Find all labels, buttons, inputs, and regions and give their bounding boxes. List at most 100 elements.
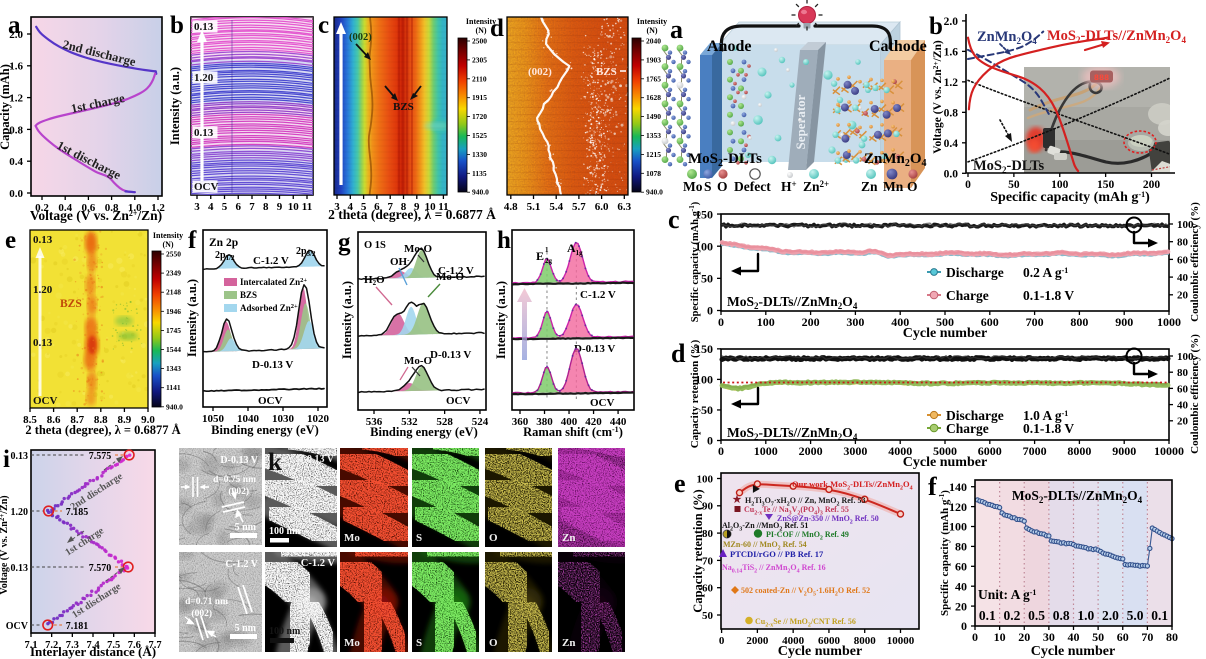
svg-text:100: 100: [1051, 179, 1069, 191]
svg-text:20: 20: [1018, 630, 1030, 644]
svg-text:150: 150: [695, 207, 713, 221]
svg-text:0.0: 0.0: [944, 168, 959, 180]
svg-text:3: 3: [194, 201, 200, 213]
svg-text:Al2O3-Zn //MnO2 Ref. 51: Al2O3-Zn //MnO2 Ref. 51: [722, 521, 808, 533]
svg-text:Na0.14TiS2 // ZnMn2O4 Ref. 16: Na0.14TiS2 // ZnMn2O4 Ref. 16: [722, 563, 826, 575]
svg-text:9000: 9000: [1112, 444, 1136, 458]
svg-text:O: O: [489, 532, 498, 544]
svg-text:1490: 1490: [646, 112, 661, 121]
svg-text:(002): (002): [228, 486, 249, 497]
svg-text:10: 10: [994, 630, 1006, 644]
svg-text:1.2: 1.2: [944, 77, 959, 89]
svg-text:MoS2-DLTs//ZnMn2O4: MoS2-DLTs//ZnMn2O4: [727, 425, 858, 442]
svg-text:D-0.13 V: D-0.13 V: [296, 454, 334, 465]
svg-text:O 1S: O 1S: [364, 240, 386, 251]
svg-text:8.7: 8.7: [70, 414, 84, 426]
svg-text:11: 11: [438, 201, 448, 213]
svg-text:6: 6: [236, 201, 242, 213]
svg-text:900: 900: [1115, 315, 1133, 329]
svg-text:9.0: 9.0: [141, 414, 155, 426]
svg-text:(002): (002): [528, 66, 552, 78]
svg-text:4000: 4000: [782, 635, 805, 647]
svg-text:20: 20: [1177, 416, 1189, 428]
svg-text:200: 200: [802, 315, 820, 329]
svg-text:Unit: A g-1: Unit: A g-1: [978, 587, 1036, 602]
svg-text:8: 8: [263, 201, 269, 213]
svg-text:Capacity retention (%): Capacity retention (%): [691, 489, 705, 612]
svg-text:ZnMn2O4: ZnMn2O4: [864, 151, 927, 169]
svg-text:7.5: 7.5: [107, 640, 120, 651]
svg-text:0.4: 0.4: [944, 138, 959, 150]
svg-text:g: g: [338, 229, 351, 256]
svg-text:D-0.13 V: D-0.13 V: [252, 359, 293, 371]
svg-text:d=0.75 nm: d=0.75 nm: [213, 475, 256, 485]
svg-text:0.6: 0.6: [82, 202, 96, 214]
svg-text:80: 80: [1177, 367, 1189, 379]
svg-text:0.5: 0.5: [1028, 608, 1045, 623]
svg-text:30: 30: [1043, 630, 1055, 644]
svg-text:0: 0: [972, 630, 978, 644]
svg-text:Mn: Mn: [883, 179, 904, 194]
svg-text:Intensity (a.u.): Intensity (a.u.): [185, 279, 199, 357]
svg-text:0.8: 0.8: [9, 124, 23, 136]
svg-text:2110: 2110: [472, 74, 487, 83]
svg-text:Zn: Zn: [861, 179, 878, 194]
svg-text:Discharge: Discharge: [946, 408, 1004, 423]
svg-text:O: O: [489, 637, 498, 649]
svg-text:0.2: 0.2: [35, 202, 49, 214]
svg-text:9: 9: [414, 201, 420, 213]
svg-text:100: 100: [949, 520, 967, 534]
svg-text:Interlayer distance (Å): Interlayer distance (Å): [30, 644, 156, 659]
svg-text:4.8: 4.8: [504, 201, 518, 213]
svg-text:2500: 2500: [472, 37, 487, 46]
svg-text:8: 8: [401, 201, 407, 213]
svg-text:a: a: [8, 12, 21, 39]
svg-text:(N): (N): [646, 26, 657, 35]
svg-text:8.8: 8.8: [94, 414, 108, 426]
svg-text:2550: 2550: [166, 250, 181, 259]
svg-text:★: ★: [733, 495, 742, 506]
svg-text:60: 60: [1177, 383, 1189, 395]
svg-text:S: S: [704, 179, 712, 194]
svg-text:Voltage (V vs. Zn2+/Zn): Voltage (V vs. Zn2+/Zn): [0, 495, 10, 594]
svg-text:c: c: [318, 12, 329, 39]
svg-text:6.3: 6.3: [617, 201, 631, 213]
svg-text:a: a: [670, 15, 683, 44]
svg-text:50: 50: [701, 272, 713, 286]
svg-text:0: 0: [707, 434, 713, 448]
svg-text:Binding energy (eV): Binding energy (eV): [211, 423, 319, 437]
svg-text:O: O: [907, 179, 918, 194]
svg-text:7.6: 7.6: [128, 640, 141, 651]
svg-text:150: 150: [1097, 179, 1115, 191]
svg-text:0: 0: [719, 635, 725, 647]
svg-text:100: 100: [695, 373, 713, 387]
svg-text:0.1: 0.1: [1151, 608, 1168, 623]
svg-text:Cycle number: Cycle number: [778, 644, 862, 659]
svg-text:2.0: 2.0: [9, 29, 23, 41]
svg-text:1.20: 1.20: [194, 72, 214, 84]
svg-text:OCV: OCV: [258, 395, 283, 407]
svg-text:50: 50: [701, 403, 713, 417]
svg-text:502 coated-Zn // V2O5·1.6H2O: 502 coated-Zn // V2O5·1.6H2O Ref. 52: [741, 586, 870, 598]
svg-text:5.7: 5.7: [572, 201, 586, 213]
svg-text:2349: 2349: [166, 269, 181, 278]
svg-text:0.13: 0.13: [33, 234, 53, 246]
svg-text:2000: 2000: [799, 444, 823, 458]
svg-text:7.2: 7.2: [45, 640, 58, 651]
svg-text:800: 800: [1070, 315, 1088, 329]
svg-text:1.0: 1.0: [128, 202, 142, 214]
svg-text:6.0: 6.0: [595, 201, 609, 213]
svg-text:100 nm: 100 nm: [269, 526, 301, 537]
svg-text:2040: 2040: [646, 37, 661, 46]
svg-text:Mo-O: Mo-O: [404, 243, 433, 255]
svg-text:1050: 1050: [202, 413, 225, 425]
svg-text:528: 528: [436, 416, 453, 428]
svg-text:OCV: OCV: [194, 181, 219, 193]
svg-text:7.3: 7.3: [66, 640, 79, 651]
svg-text:OCV: OCV: [6, 621, 29, 632]
svg-text:1343: 1343: [166, 364, 181, 373]
svg-text:7: 7: [387, 201, 393, 213]
svg-text:O: O: [717, 179, 728, 194]
svg-text:1.20: 1.20: [33, 284, 53, 296]
svg-text:Intensity: Intensity: [637, 17, 667, 26]
